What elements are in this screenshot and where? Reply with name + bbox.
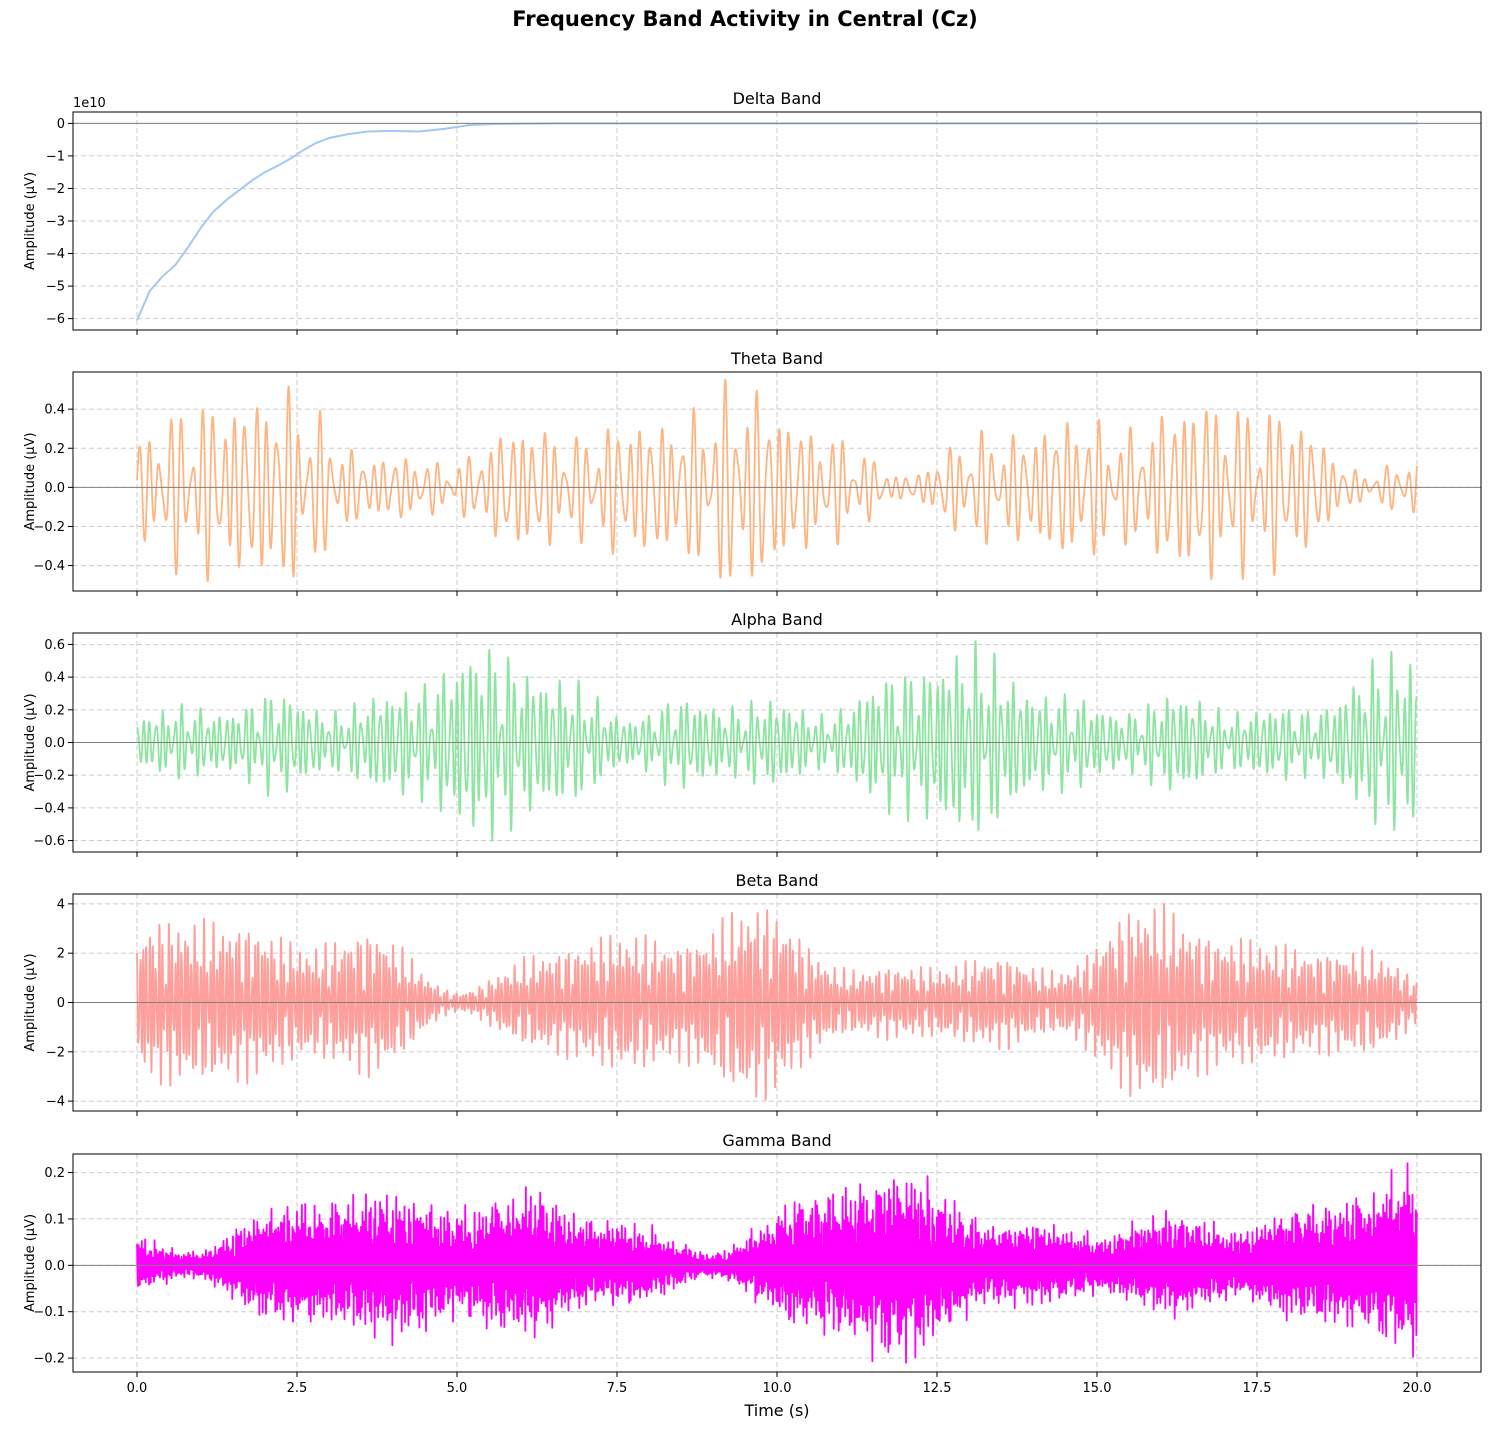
theta-y-tick-label: −0.4 [33,559,65,574]
x-tick-label: 20.0 [1403,1381,1432,1396]
theta-y-tick-label: 0.0 [44,481,65,496]
delta-series-line [136,122,1417,321]
beta-y-tick-label: 2 [57,947,65,962]
gamma-panel-title: Gamma Band [722,1131,831,1150]
gamma-y-tick-label: 0.2 [44,1166,65,1181]
gamma-y-axis-label: Amplitude (µV) [23,1214,38,1312]
x-tick-label: 7.5 [607,1381,628,1396]
gamma-y-tick-label: 0.1 [44,1212,65,1227]
alpha-y-tick-label: 0.2 [44,703,65,718]
panel-beta: 4 2 0 −2 −4 Beta Band Amplitude (µV) [23,871,1482,1116]
alpha-y-tick-label: −0.6 [33,834,65,849]
x-tick-label: 5.0 [447,1381,468,1396]
panels: 0 −1 −2 −3 −4 −5 −6 Delta Band Amplitude (µV) 1e1… [23,89,1482,1396]
delta-y-axis-label: Amplitude (µV) [23,172,38,270]
theta-y-tick-label: −0.2 [33,520,65,535]
gamma-series-line [136,1162,1418,1364]
beta-y-tick-label: −2 [46,1045,65,1060]
gamma-y-tick-label: 0.0 [44,1259,65,1274]
beta-panel-title: Beta Band [735,871,818,890]
alpha-y-tick-label: −0.4 [33,801,65,816]
delta-y-tick-label: 0 [57,117,65,132]
alpha-y-tick-label: 0.0 [44,736,65,751]
theta-panel-title: Theta Band [730,349,823,368]
delta-y-tick-label: −6 [46,312,65,327]
delta-panel-title: Delta Band [733,89,822,108]
delta-offset-label: 1e10 [73,96,106,111]
alpha-y-tick-label: 0.6 [44,638,65,653]
alpha-y-tick-label: 0.4 [44,671,65,686]
x-axis-label: Time (s) [743,1401,809,1420]
x-tick-label: 12.5 [923,1381,952,1396]
delta-y-tick-label: −3 [46,215,65,230]
figure-title: Frequency Band Activity in Central (Cz) [512,7,978,31]
gamma-y-tick-label: −0.1 [33,1305,65,1320]
delta-y-tick-label: −4 [46,247,65,262]
delta-axes-frame [72,111,1482,331]
alpha-y-axis-label: Amplitude (µV) [23,693,38,791]
x-tick-label: 17.5 [1243,1381,1272,1396]
theta-y-tick-label: 0.2 [44,442,65,457]
beta-y-tick-label: 4 [57,897,65,912]
beta-axes-frame [72,893,1482,1112]
panel-delta: 0 −1 −2 −3 −4 −5 −6 Delta Band Amplitude (µV) 1e1… [23,89,1482,335]
gamma-axes-frame [72,1153,1482,1373]
beta-series-line [136,902,1418,1101]
delta-y-tick-label: −5 [46,280,65,295]
alpha-series-line [136,640,1418,842]
beta-y-axis-label: Amplitude (µV) [23,953,38,1051]
x-tick-label: 0.0 [127,1381,148,1396]
panel-alpha: 0.6 0.4 0.2 0.0 −0.2 −0.4 −0.6 Alpha Band Amplit… [23,610,1482,857]
beta-y-tick-label: −4 [46,1095,65,1110]
theta-axes-frame [72,371,1482,592]
alpha-axes-frame [72,632,1482,853]
theta-y-tick-label: 0.4 [44,403,65,418]
alpha-panel-title: Alpha Band [731,610,823,629]
gamma-y-tick-label: −0.2 [33,1352,65,1367]
theta-y-axis-label: Amplitude (µV) [23,432,38,530]
panel-gamma: 0.2 0.1 0.0 −0.1 −0.2 Gamma Band Amplitude (µV… [23,1131,1482,1396]
panel-theta: 0.4 0.2 0.0 −0.2 −0.4 Theta Band Amplitude (µV… [23,349,1482,596]
x-tick-label: 10.0 [763,1381,792,1396]
delta-y-tick-label: −1 [46,149,65,164]
x-tick-label: 2.5 [287,1381,308,1396]
x-tick-label: 15.0 [1083,1381,1112,1396]
delta-y-tick-label: −2 [46,182,65,197]
beta-y-tick-label: 0 [57,996,65,1011]
alpha-y-tick-label: −0.2 [33,769,65,784]
